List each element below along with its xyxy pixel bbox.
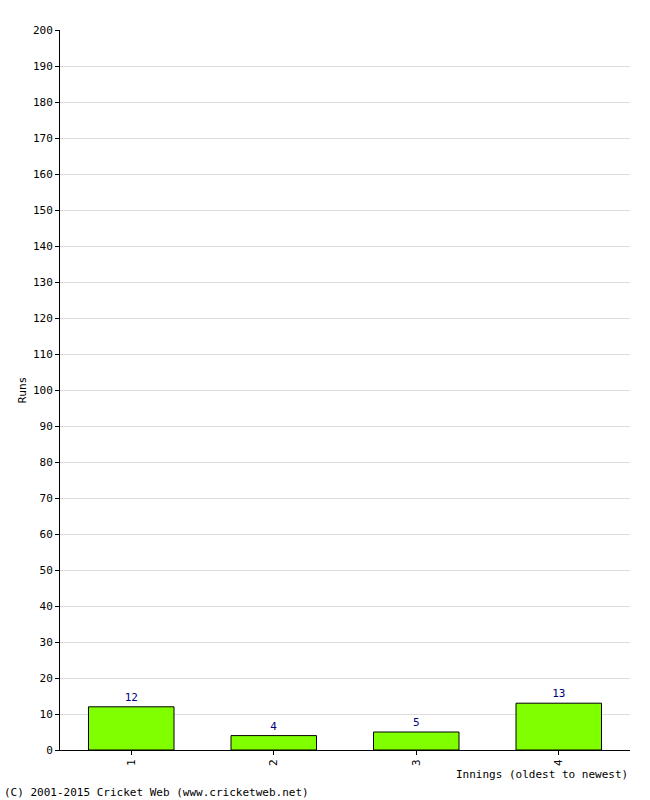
svg-text:110: 110 xyxy=(33,348,53,361)
svg-text:160: 160 xyxy=(33,168,53,181)
svg-text:100: 100 xyxy=(33,384,53,397)
svg-text:180: 180 xyxy=(33,96,53,109)
svg-text:170: 170 xyxy=(33,132,53,145)
svg-text:12: 12 xyxy=(125,691,138,704)
svg-text:90: 90 xyxy=(40,420,53,433)
svg-text:150: 150 xyxy=(33,204,53,217)
svg-text:1: 1 xyxy=(125,759,138,766)
svg-text:140: 140 xyxy=(33,240,53,253)
svg-text:60: 60 xyxy=(40,528,53,541)
svg-text:5: 5 xyxy=(413,716,420,729)
svg-text:4: 4 xyxy=(552,759,565,766)
svg-text:10: 10 xyxy=(40,708,53,721)
svg-text:200: 200 xyxy=(33,24,53,37)
svg-text:Innings (oldest to newest): Innings (oldest to newest) xyxy=(456,768,628,781)
svg-text:4: 4 xyxy=(270,720,277,733)
svg-text:30: 30 xyxy=(40,636,53,649)
svg-text:130: 130 xyxy=(33,276,53,289)
svg-text:70: 70 xyxy=(40,492,53,505)
svg-text:(C) 2001-2015 Cricket Web (www: (C) 2001-2015 Cricket Web (www.cricketwe… xyxy=(4,786,309,799)
svg-text:0: 0 xyxy=(46,744,53,757)
svg-text:3: 3 xyxy=(410,759,423,766)
svg-text:40: 40 xyxy=(40,600,53,613)
svg-text:120: 120 xyxy=(33,312,53,325)
svg-text:80: 80 xyxy=(40,456,53,469)
svg-text:190: 190 xyxy=(33,60,53,73)
svg-text:50: 50 xyxy=(40,564,53,577)
svg-text:2: 2 xyxy=(267,759,280,766)
svg-text:13: 13 xyxy=(552,687,565,700)
svg-text:20: 20 xyxy=(40,672,53,685)
svg-text:Runs: Runs xyxy=(16,377,29,404)
